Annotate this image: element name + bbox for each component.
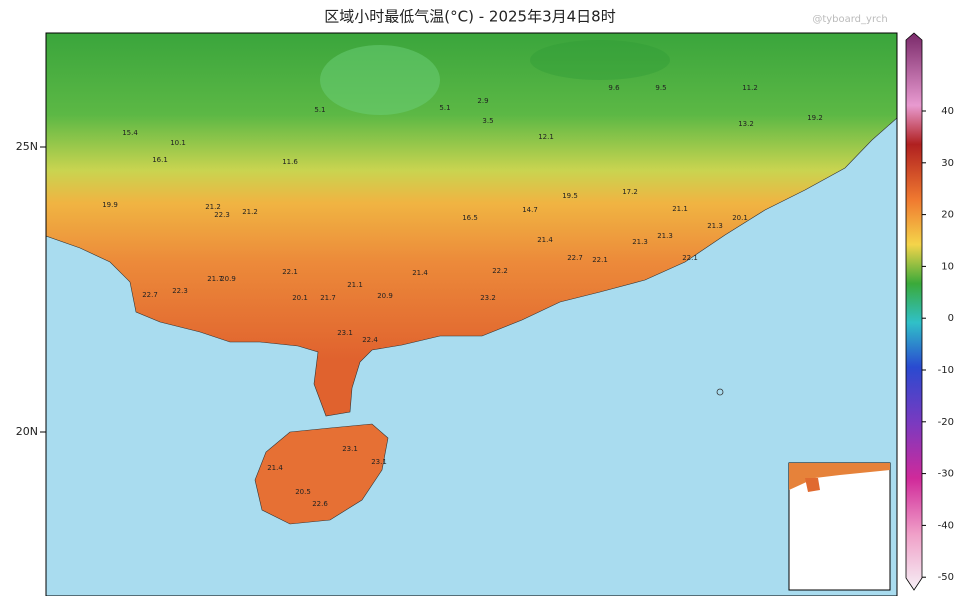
- station-value: 5.1: [439, 104, 450, 112]
- island: [716, 388, 724, 396]
- station-value: 23.1: [371, 458, 387, 466]
- colorbar-label: 30: [941, 158, 954, 169]
- inset-map: [788, 462, 891, 591]
- station-value: 19.2: [807, 114, 823, 122]
- station-value: 21.4: [267, 464, 283, 472]
- station-value: 22.1: [592, 256, 608, 264]
- colorbar-label: -50: [938, 572, 954, 583]
- inset-land: [789, 463, 890, 490]
- station-value: 20.9: [220, 275, 236, 283]
- station-value: 22.7: [142, 291, 158, 299]
- station-value: 2.9: [477, 97, 488, 105]
- colorbar-label: -30: [938, 469, 954, 480]
- station-value: 20.1: [292, 294, 308, 302]
- station-value: 21.7: [207, 275, 223, 283]
- colorbar-label: -20: [938, 417, 954, 428]
- station-value: 22.3: [214, 211, 230, 219]
- terrain: [530, 40, 670, 80]
- map-frame: [45, 32, 898, 596]
- station-value: 12.1: [538, 133, 554, 141]
- station-value: 16.5: [462, 214, 478, 222]
- station-value: 17.2: [622, 188, 638, 196]
- colorbar-label: 0: [948, 313, 954, 324]
- watermark: @tyboard_yrch: [812, 14, 887, 25]
- station-value: 9.6: [608, 84, 620, 92]
- station-value: 21.2: [205, 203, 221, 211]
- inset-hainan: [805, 478, 820, 492]
- station-value: 22.1: [282, 268, 298, 276]
- station-value: 3.5: [482, 117, 493, 125]
- station-value: 22.3: [172, 287, 188, 295]
- colorbar-label: 40: [941, 106, 954, 117]
- station-value: 11.2: [742, 84, 758, 92]
- station-value: 21.3: [632, 238, 648, 246]
- lat-label: 20N: [16, 425, 38, 438]
- station-value: 19.5: [562, 192, 578, 200]
- station-value: 20.9: [377, 292, 393, 300]
- colorbar-label: -10: [938, 365, 954, 376]
- station-value: 21.1: [672, 205, 688, 213]
- station-value: 13.2: [738, 120, 754, 128]
- station-value: 22.4: [362, 336, 378, 344]
- station-value: 19.9: [102, 201, 118, 209]
- colorbar-label: -40: [938, 520, 954, 531]
- station-value: 21.3: [657, 232, 673, 240]
- station-value: 21.2: [242, 208, 258, 216]
- station-value: 22.2: [492, 267, 508, 275]
- station-value: 14.7: [522, 206, 538, 214]
- station-value: 20.1: [732, 214, 748, 222]
- station-value: 5.1: [314, 106, 325, 114]
- colorbar-label: 20: [941, 210, 954, 221]
- station-value: 21.4: [537, 236, 553, 244]
- station-value: 21.7: [320, 294, 336, 302]
- station-value: 9.5: [655, 84, 666, 92]
- terrain: [320, 45, 440, 115]
- station-value: 21.4: [412, 269, 428, 277]
- station-value: 20.5: [295, 488, 311, 496]
- station-value: 22.1: [682, 254, 698, 262]
- station-value: 22.6: [312, 500, 328, 508]
- station-value: 16.1: [152, 156, 168, 164]
- station-value: 10.1: [170, 139, 186, 147]
- station-value: 23.1: [342, 445, 358, 453]
- station-value: 23.1: [337, 329, 353, 337]
- map-title: 区域小时最低气温(°C) - 2025年3月4日8时: [324, 8, 615, 26]
- station-value: 21.1: [347, 281, 363, 289]
- station-value: 11.6: [282, 158, 298, 166]
- mainland: [45, 32, 898, 417]
- lat-label: 25N: [16, 140, 38, 153]
- station-value: 23.2: [480, 294, 496, 302]
- colorbar: [905, 32, 923, 591]
- colorbar-label: 10: [941, 261, 954, 272]
- station-value: 22.7: [567, 254, 583, 262]
- station-value: 21.3: [707, 222, 723, 230]
- hainan-island: [254, 423, 389, 525]
- station-value: 15.4: [122, 129, 138, 137]
